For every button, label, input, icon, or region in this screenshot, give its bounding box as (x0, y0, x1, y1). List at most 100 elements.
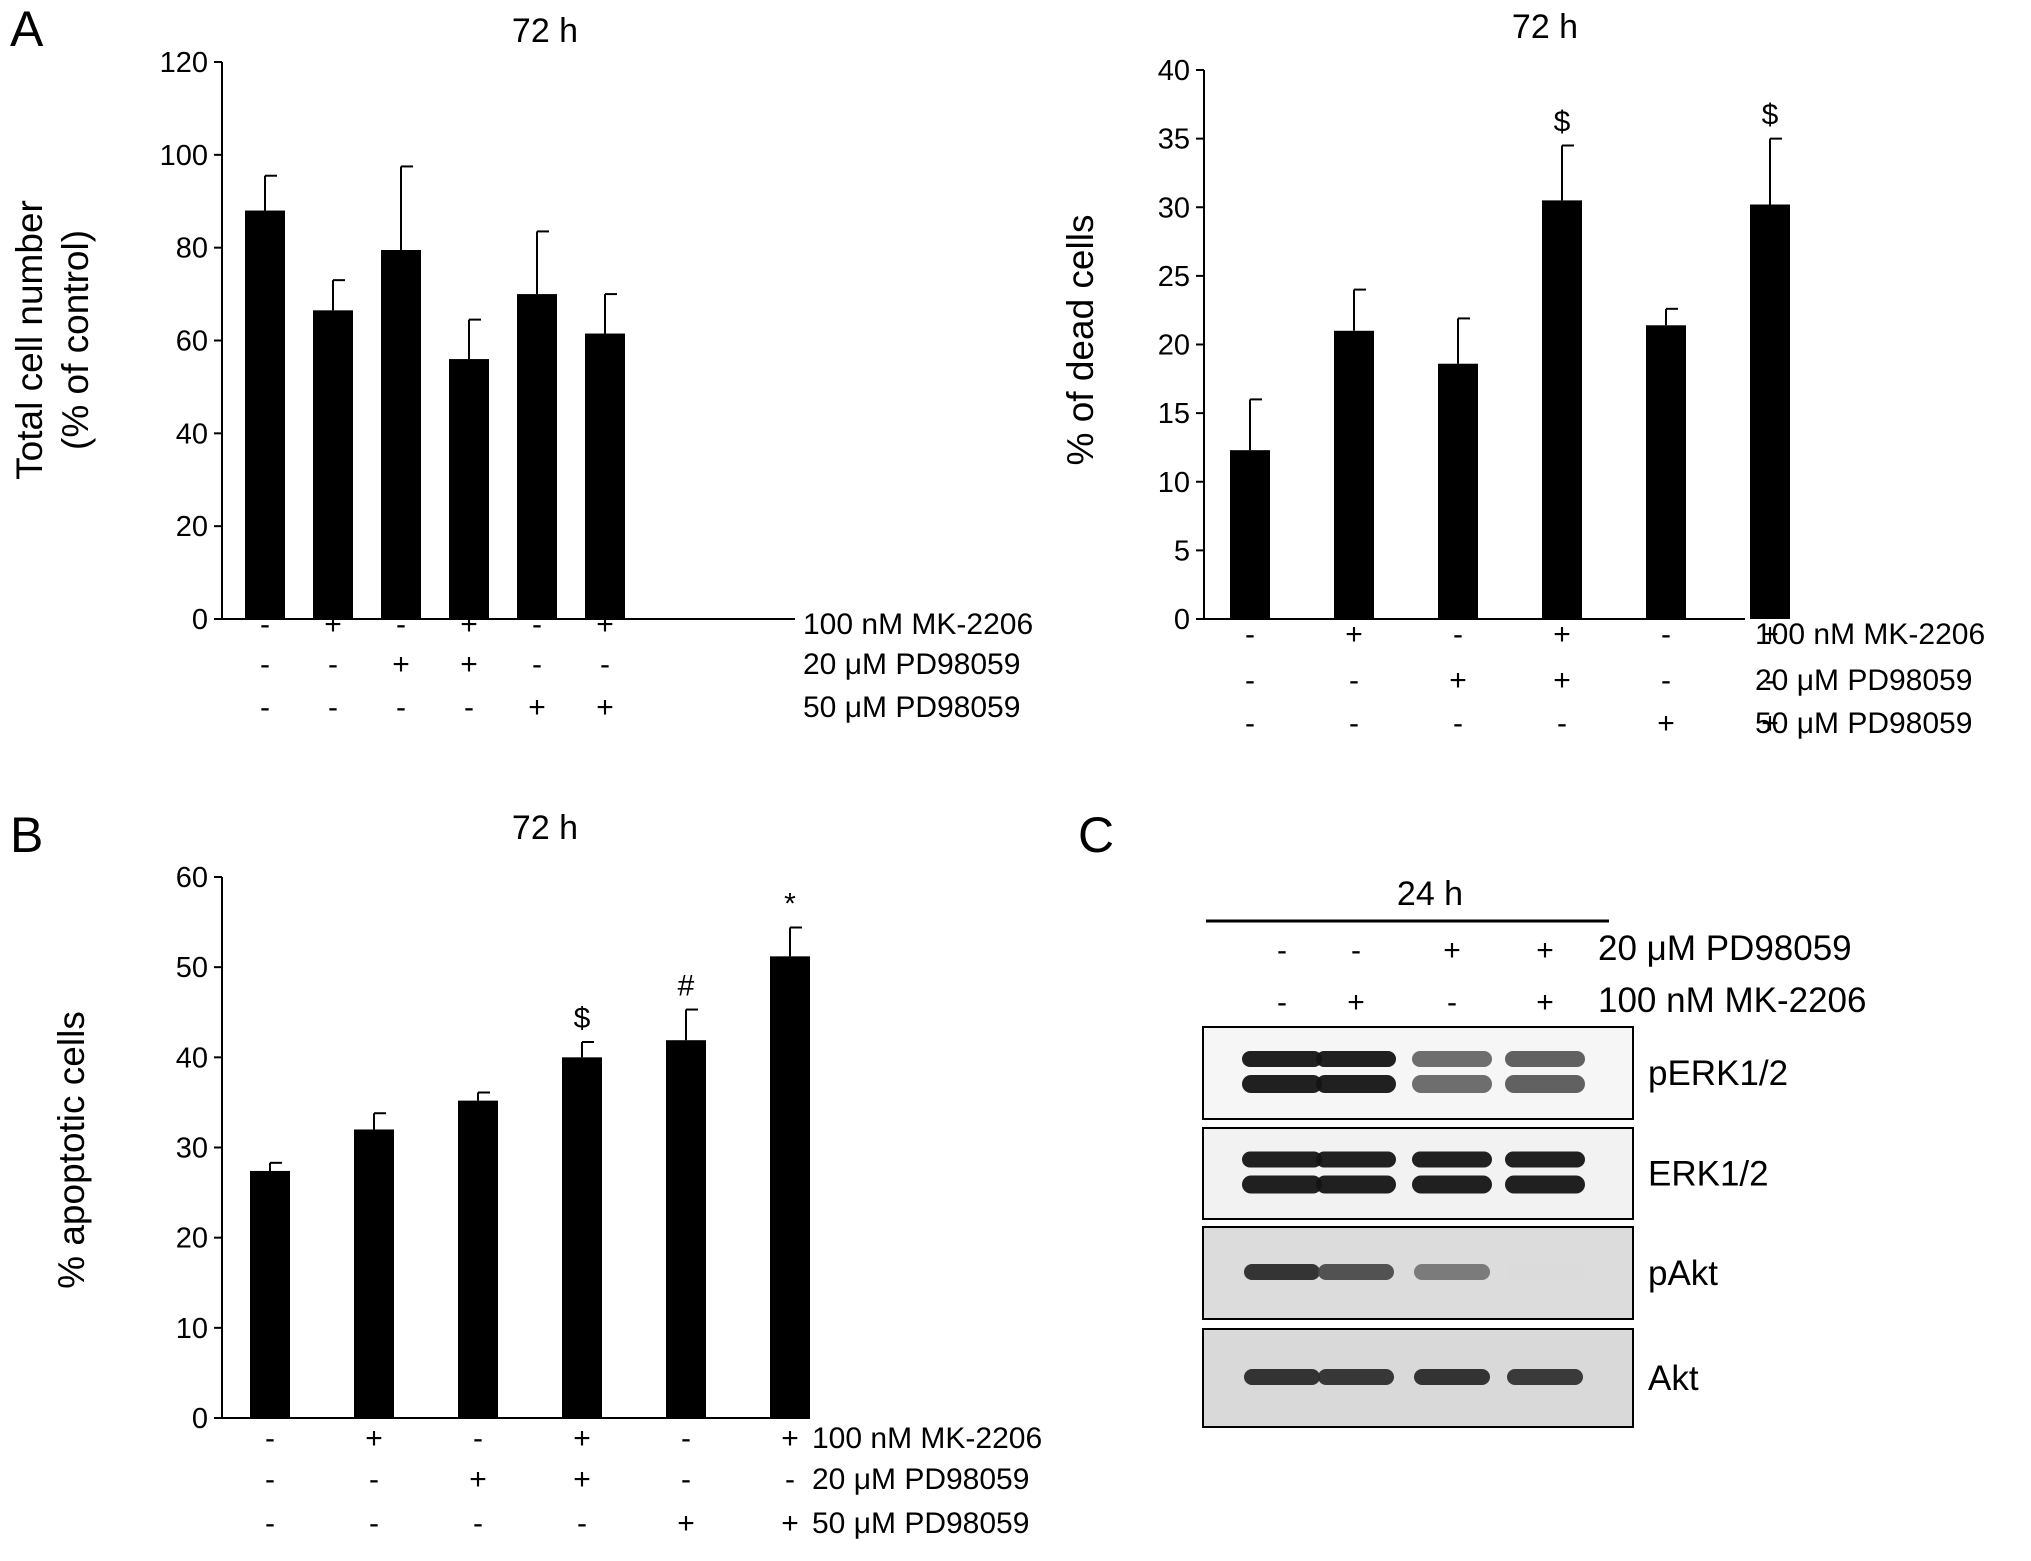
condition-sign: + (1553, 618, 1571, 651)
significance-mark: $ (1762, 99, 1779, 132)
condition-sign: - (265, 1422, 275, 1455)
condition-label: 50 μM PD98059 (812, 1507, 1029, 1540)
condition-label: 20 μM PD98059 (812, 1463, 1029, 1496)
blot-band (1316, 1175, 1396, 1194)
blot-condition-sign: - (1277, 934, 1287, 967)
blot-condition-sign: - (1447, 986, 1457, 1019)
y-axis-label: (% of control) (55, 230, 96, 450)
bar (354, 1129, 394, 1418)
condition-sign: + (596, 608, 614, 641)
blot-band (1505, 1051, 1585, 1067)
condition-sign: - (1453, 707, 1463, 740)
condition-sign: - (1245, 664, 1255, 697)
condition-sign: - (369, 1463, 379, 1496)
y-tick-label: 40 (176, 418, 208, 450)
y-tick-label: 60 (176, 326, 208, 358)
y-tick-label: 120 (160, 47, 208, 79)
y-tick-label: 30 (176, 1133, 208, 1165)
condition-sign: - (532, 608, 542, 641)
condition-sign: - (369, 1507, 379, 1540)
condition-sign: + (1657, 707, 1675, 740)
bar (1230, 450, 1270, 619)
condition-sign: + (781, 1507, 799, 1540)
condition-sign: - (265, 1507, 275, 1540)
condition-sign: - (328, 648, 338, 681)
significance-mark: * (784, 887, 796, 920)
y-tick-label: 20 (176, 511, 208, 543)
condition-sign: + (573, 1422, 591, 1455)
blot-band (1242, 1151, 1322, 1168)
bar (1750, 204, 1790, 619)
blot-band (1505, 1175, 1585, 1194)
condition-sign: + (365, 1422, 383, 1455)
blot-membrane (1202, 1127, 1634, 1220)
condition-sign: - (1245, 707, 1255, 740)
blot-band (1242, 1051, 1322, 1067)
condition-sign: + (596, 691, 614, 724)
blot-band (1242, 1175, 1322, 1194)
condition-sign: - (681, 1422, 691, 1455)
blot-band (1318, 1369, 1394, 1385)
condition-sign: - (260, 648, 270, 681)
chart-dead-cells: 72 h % of dead cells 0 5 10 15 20 25 30 35 40 $ $ - + -… (1060, 8, 1985, 740)
bar (449, 359, 489, 619)
blot-band (1412, 1075, 1492, 1093)
bar (250, 1170, 290, 1418)
condition-sign: - (1349, 664, 1359, 697)
condition-sign: + (528, 691, 546, 724)
blot-band (1412, 1175, 1492, 1194)
bar (381, 249, 421, 620)
condition-sign: + (1761, 618, 1779, 651)
condition-sign: - (577, 1507, 587, 1540)
condition-sign: - (1765, 664, 1775, 697)
condition-sign: - (464, 691, 474, 724)
bar (1438, 363, 1478, 619)
chart-title: 72 h (512, 12, 578, 50)
blot-band (1244, 1264, 1320, 1280)
condition-sign: - (260, 608, 270, 641)
condition-sign: + (1553, 664, 1571, 697)
blot-band (1316, 1151, 1396, 1168)
y-tick-label: 50 (176, 952, 208, 984)
y-tick-label: 0 (192, 604, 208, 636)
panel-label-a: A (10, 1, 44, 57)
blot-row-label: ERK1/2 (1648, 1155, 1769, 1194)
condition-sign: + (460, 648, 478, 681)
condition-sign: - (396, 608, 406, 641)
y-tick-label: 20 (176, 1223, 208, 1255)
condition-sign: - (1661, 618, 1671, 651)
bar (770, 956, 810, 1418)
condition-sign: + (392, 648, 410, 681)
y-tick-label: 35 (1158, 124, 1190, 156)
bar (1646, 325, 1686, 619)
blot-band (1414, 1369, 1490, 1385)
blot-condition-sign: + (1443, 934, 1461, 967)
blot-band (1505, 1151, 1585, 1168)
condition-label: 100 nM MK-2206 (812, 1422, 1042, 1455)
blot-condition-sign: - (1351, 934, 1361, 967)
blot-band (1412, 1151, 1492, 1168)
y-tick-label: 10 (1158, 467, 1190, 499)
condition-label: 20 μM PD98059 (803, 648, 1020, 681)
condition-label: 20 μM PD98059 (1755, 664, 1972, 697)
blot-band (1507, 1369, 1583, 1385)
condition-label: 100 nM MK-2206 (1755, 618, 1985, 651)
y-tick-label: 0 (192, 1403, 208, 1435)
condition-label: 100 nM MK-2206 (803, 608, 1033, 641)
blot-membrane (1202, 1026, 1634, 1120)
bar (666, 1040, 706, 1418)
bar (517, 294, 557, 619)
y-axis-label: % apoptotic cells (51, 1011, 92, 1289)
blot-band (1505, 1075, 1585, 1093)
blot-row-label: pERK1/2 (1648, 1054, 1788, 1093)
y-tick-label: 0 (1174, 604, 1190, 636)
condition-sign: - (473, 1422, 483, 1455)
chart-title: 72 h (1512, 8, 1578, 46)
y-tick-label: 15 (1158, 398, 1190, 430)
condition-sign: + (469, 1463, 487, 1496)
bar (1542, 200, 1582, 619)
chart-title: 72 h (512, 809, 578, 847)
condition-sign: + (324, 608, 342, 641)
condition-sign: - (681, 1463, 691, 1496)
